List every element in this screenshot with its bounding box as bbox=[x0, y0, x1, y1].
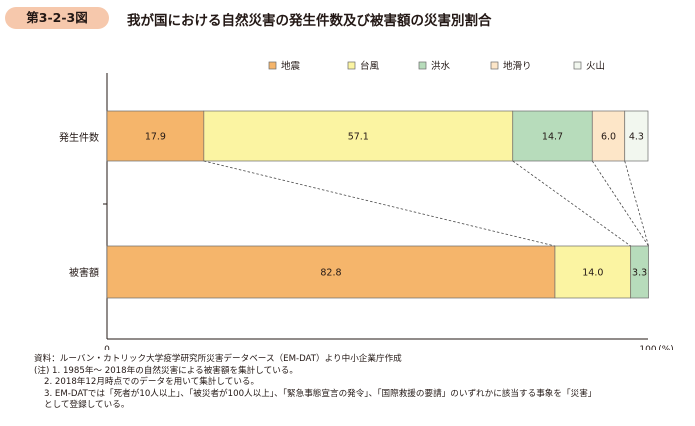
legend-swatch-0 bbox=[268, 61, 277, 70]
data-label-0-0: 17.9 bbox=[145, 132, 166, 143]
data-label-0-4: 4.3 bbox=[629, 132, 644, 143]
source-note: 資料：ルーバン・カトリック大学疫学研究所災害データベース（EM-DAT）より中小… bbox=[34, 354, 402, 364]
legend-label-2: 洪水 bbox=[431, 60, 451, 72]
bar-segment-1-0 bbox=[106, 245, 556, 299]
bar-segment-0-0 bbox=[106, 110, 205, 162]
legend-label-1: 台風 bbox=[360, 60, 380, 72]
legend-label-0: 地震 bbox=[281, 60, 301, 72]
legend-label-3: 地滑り bbox=[503, 60, 532, 72]
bar-segment-0-4 bbox=[624, 110, 649, 162]
note-2: 2. 2018年12月時点でのデータを用いて集計している。 bbox=[44, 377, 260, 388]
connector-line-4 bbox=[624, 160, 649, 247]
data-label-0-1: 57.1 bbox=[348, 132, 369, 143]
legend-label-4: 火山 bbox=[586, 61, 605, 72]
category-label-1: 被害額 bbox=[69, 266, 99, 279]
connector-line-2 bbox=[512, 160, 631, 247]
x-tick-label-0: 0 bbox=[104, 345, 110, 350]
bar-segment-1-2 bbox=[630, 245, 649, 299]
connector-line-1 bbox=[203, 160, 556, 247]
note-3: 3. EM-DATでは「死者が10人以上」、「被災者が100人以上」、「緊急事態… bbox=[44, 388, 597, 399]
data-label-1-0: 82.8 bbox=[320, 268, 341, 279]
legend-swatch-2 bbox=[418, 61, 427, 70]
bar-segment-1-1 bbox=[554, 245, 632, 299]
category-label-0: 発生件数 bbox=[59, 131, 99, 144]
note-3-continued: として登録している。 bbox=[44, 400, 130, 411]
data-label-1-2: 3.3 bbox=[632, 268, 647, 279]
figure-number-badge: 第3-2-3図 bbox=[5, 7, 109, 29]
legend-swatch-3 bbox=[490, 61, 499, 70]
x-unit-label: (%) bbox=[658, 345, 674, 350]
data-label-1-1: 14.0 bbox=[582, 268, 603, 279]
connector-line-3 bbox=[591, 160, 649, 247]
note-1: (注) 1. 1985年～ 2018年の自然災害による被害額を集計している。 bbox=[34, 365, 298, 376]
notes-block: 資料：ルーバン・カトリック大学疫学研究所災害データベース（EM-DAT）より中小… bbox=[34, 354, 596, 412]
x-tick-label-100: 100 bbox=[639, 345, 656, 350]
bar-segment-0-1 bbox=[203, 110, 514, 162]
figure-title: 我が国における自然災害の発生件数及び被害額の災害別割合 bbox=[127, 13, 492, 29]
data-label-0-2: 14.7 bbox=[542, 132, 563, 143]
data-label-0-3: 6.0 bbox=[601, 132, 616, 143]
bar-segment-0-2 bbox=[512, 110, 593, 162]
legend-swatch-4 bbox=[573, 61, 582, 70]
legend-swatch-1 bbox=[347, 61, 356, 70]
